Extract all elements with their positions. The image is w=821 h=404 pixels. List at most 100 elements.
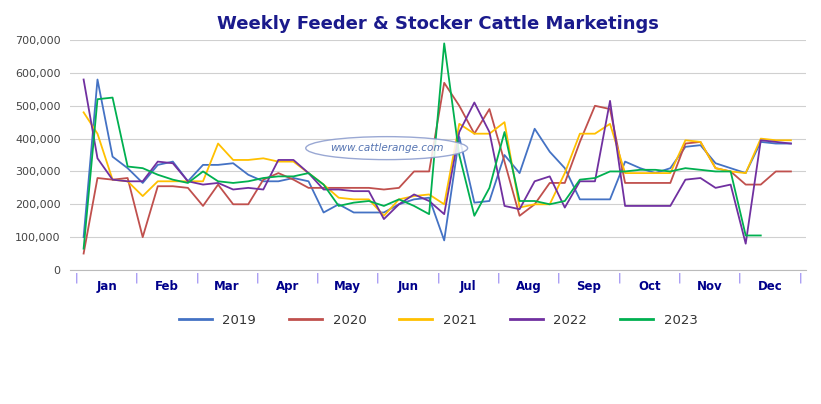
2023 [590,176,600,181]
2021 [288,159,298,164]
2022 [273,158,283,162]
2021 [198,179,208,184]
2020 [409,169,419,174]
2021 [560,170,570,175]
2022 [349,189,359,194]
2019 [470,200,479,205]
2023 [273,174,283,179]
2022 [93,156,103,161]
2023 [439,41,449,46]
2022 [439,212,449,217]
2021 [138,194,148,198]
2023 [681,166,690,170]
2020 [243,202,253,207]
2019 [515,170,525,175]
2021 [515,205,525,210]
Text: |: | [617,273,621,283]
2023 [695,167,705,172]
2023 [605,169,615,174]
Text: www.cattlerange.com: www.cattlerange.com [330,143,443,153]
2020 [288,177,298,182]
2022 [228,187,238,192]
2021 [108,177,117,182]
2023 [665,169,675,174]
2023 [198,169,208,174]
Text: |: | [798,273,802,283]
2021 [605,122,615,126]
2022 [259,187,268,192]
2022 [364,189,374,194]
2023 [364,199,374,204]
Text: |: | [557,273,561,283]
2019 [756,139,766,144]
2021 [259,156,268,161]
2023 [515,199,525,204]
2019 [620,159,630,164]
2019 [786,141,796,146]
2019 [364,210,374,215]
2020 [183,185,193,190]
2021 [499,120,509,124]
2021 [409,194,419,198]
2022 [79,77,89,82]
2021 [79,110,89,115]
2019 [213,162,223,167]
Ellipse shape [305,137,468,160]
2019 [635,166,645,170]
2022 [424,199,434,204]
2021 [424,192,434,197]
2022 [786,141,796,146]
2022 [198,182,208,187]
2019 [695,143,705,147]
2023 [168,177,178,182]
2020 [153,184,163,189]
2023 [741,233,750,238]
2019 [605,197,615,202]
2019 [334,202,344,207]
Line: 2020: 2020 [84,83,791,254]
2020 [620,181,630,185]
2021 [349,197,359,202]
2020 [530,202,539,207]
Line: 2022: 2022 [84,80,791,244]
2021 [545,202,555,207]
2019 [650,170,660,175]
2023 [259,176,268,181]
2022 [243,185,253,190]
2019 [288,176,298,181]
2022 [756,138,766,143]
2021 [183,179,193,184]
2019 [560,166,570,170]
2019 [394,202,404,207]
2019 [259,179,268,184]
2019 [153,162,163,167]
2021 [470,131,479,136]
2023 [470,213,479,218]
2020 [228,202,238,207]
2021 [454,122,464,126]
2019 [454,135,464,139]
Line: 2021: 2021 [84,112,791,216]
2022 [168,161,178,166]
2022 [108,177,117,182]
Text: |: | [376,273,379,283]
2020 [499,159,509,164]
2019 [530,126,539,131]
Legend: 2019, 2020, 2021, 2022, 2023: 2019, 2020, 2021, 2022, 2023 [173,309,703,332]
2019 [545,149,555,154]
2023 [484,185,494,190]
2022 [590,179,600,184]
Line: 2023: 2023 [84,43,761,248]
2019 [590,197,600,202]
2023 [545,202,555,207]
2021 [695,139,705,144]
2020 [741,182,750,187]
2021 [168,179,178,184]
2019 [741,170,750,175]
2023 [334,204,344,208]
2022 [711,185,721,190]
2023 [153,173,163,177]
2023 [228,181,238,185]
2019 [243,173,253,177]
2019 [484,199,494,204]
